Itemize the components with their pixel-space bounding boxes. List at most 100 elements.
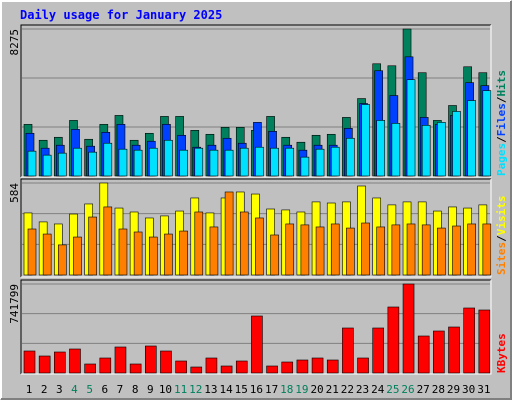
x-tick-label: 11 xyxy=(174,383,187,396)
bar xyxy=(270,147,279,177)
bar xyxy=(448,326,460,374)
bar xyxy=(255,217,264,276)
x-tick-label: 28 xyxy=(432,383,445,396)
bar xyxy=(164,233,173,276)
bar xyxy=(73,236,82,276)
bar xyxy=(99,357,112,374)
bar xyxy=(467,223,476,276)
x-tick-label: 24 xyxy=(371,383,385,396)
legend-separator: / xyxy=(495,235,508,242)
x-tick-label: 30 xyxy=(462,383,475,396)
legend: Sites/Visits xyxy=(495,196,508,276)
bar xyxy=(300,224,310,276)
panel-border-light xyxy=(21,25,492,178)
bar xyxy=(54,351,66,374)
x-tick-label: 7 xyxy=(117,383,124,396)
bar xyxy=(42,233,52,276)
legend-entry: KBytes xyxy=(495,333,508,373)
legend: Pages/Files/Hits xyxy=(495,70,508,176)
x-tick-label: 29 xyxy=(447,383,460,396)
panel-border-dark xyxy=(20,24,491,177)
x-tick-label: 10 xyxy=(159,383,172,396)
bar xyxy=(387,306,400,374)
bar xyxy=(361,222,370,276)
bar xyxy=(209,149,219,177)
bar xyxy=(326,359,339,374)
bar xyxy=(361,104,370,177)
x-tick-label: 14 xyxy=(219,383,233,396)
bar xyxy=(88,151,97,177)
bar xyxy=(315,226,325,276)
panel-border-dark xyxy=(20,178,491,277)
bar xyxy=(433,330,445,374)
bar xyxy=(330,223,340,276)
bar xyxy=(118,148,128,177)
bar xyxy=(73,147,82,177)
legend-entry: Pages xyxy=(495,143,508,176)
bar xyxy=(357,357,369,374)
bar xyxy=(391,224,401,276)
bar xyxy=(179,149,188,177)
bar xyxy=(437,227,446,276)
bar xyxy=(417,335,430,374)
bar xyxy=(376,226,386,276)
bar xyxy=(205,357,218,374)
x-tick-label: 1 xyxy=(26,383,33,396)
x-tick-label: 25 xyxy=(386,383,399,396)
legend: KBytes xyxy=(495,333,508,373)
bar xyxy=(38,355,51,374)
x-tick-label: 23 xyxy=(356,383,369,396)
bar xyxy=(179,230,188,276)
x-tick-label: 12 xyxy=(189,383,202,396)
x-tick-label: 17 xyxy=(265,383,278,396)
bar xyxy=(190,366,203,374)
x-tick-label: 20 xyxy=(310,383,323,396)
bar xyxy=(175,360,187,374)
y-tick-label: 8275 xyxy=(8,29,21,56)
bar xyxy=(452,225,461,276)
bar xyxy=(311,357,324,374)
bar xyxy=(482,90,492,177)
x-tick-label: 3 xyxy=(56,383,63,396)
bar xyxy=(285,223,295,276)
panel-border-dark xyxy=(20,279,491,374)
bar xyxy=(58,244,67,276)
bar xyxy=(315,148,325,177)
bar xyxy=(84,363,96,374)
bar xyxy=(467,100,476,177)
x-tick-label: 26 xyxy=(401,383,414,396)
bar xyxy=(296,359,309,374)
bar xyxy=(23,350,36,374)
bar xyxy=(406,79,416,177)
bar xyxy=(160,350,172,374)
bar xyxy=(224,149,234,177)
bar xyxy=(144,345,157,374)
x-tick-label: 31 xyxy=(477,383,490,396)
bar xyxy=(300,156,310,177)
bar xyxy=(27,228,37,276)
bar xyxy=(103,206,113,276)
bar xyxy=(164,139,173,177)
bar xyxy=(251,315,263,374)
x-tick-label: 2 xyxy=(41,383,48,396)
bar xyxy=(402,283,415,374)
bar xyxy=(194,211,204,276)
x-tick-label: 21 xyxy=(326,383,339,396)
bar xyxy=(330,146,340,177)
x-tick-label: 16 xyxy=(250,383,263,396)
bar xyxy=(346,137,355,177)
bar xyxy=(270,234,279,276)
bar xyxy=(148,236,158,276)
bar xyxy=(482,223,492,276)
bar xyxy=(452,111,461,177)
bar xyxy=(239,211,249,276)
bar xyxy=(421,224,431,276)
legend-separator: / xyxy=(495,136,508,143)
x-tick-label: 18 xyxy=(280,383,293,396)
bar xyxy=(391,123,401,177)
bar xyxy=(118,228,128,276)
bar xyxy=(114,346,127,374)
